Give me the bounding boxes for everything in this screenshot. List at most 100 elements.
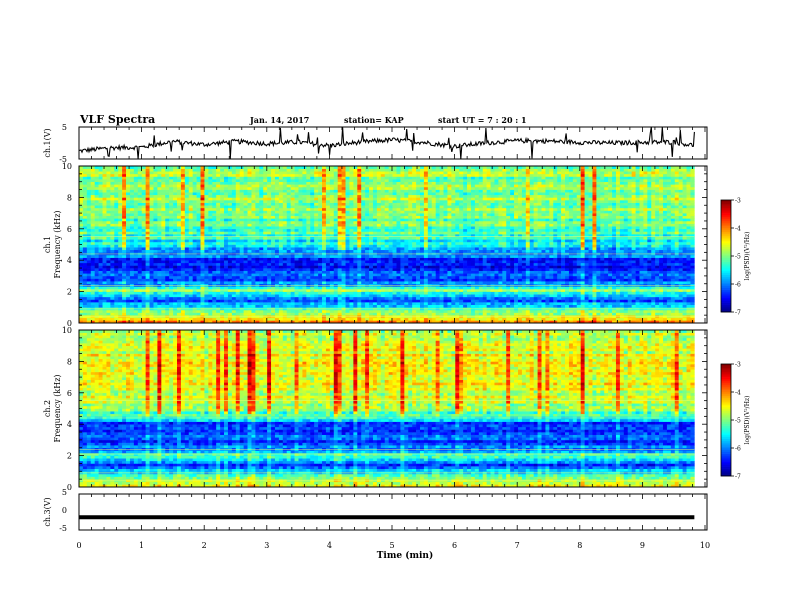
spectrogram-cell [537, 268, 542, 271]
spectrogram-cell [169, 265, 174, 269]
spectrogram-cell [533, 244, 538, 248]
spectrogram-cell [153, 299, 158, 303]
spectrogram-cell [161, 270, 166, 274]
spectrogram-cell [670, 288, 676, 292]
spectrogram-cell [376, 244, 382, 248]
spectrogram-cell [118, 239, 123, 243]
spectrogram-cell [561, 312, 566, 316]
spectrogram-cell [82, 312, 88, 316]
spectrogram-cell [110, 296, 115, 300]
spectrogram-cell [490, 312, 495, 316]
spectrogram-cell [517, 260, 523, 264]
spectrogram-cell [196, 302, 201, 305]
spectrogram-cell [349, 244, 354, 248]
spectrogram-cell [82, 257, 88, 261]
spectrogram-cell [333, 294, 338, 298]
spectrogram-cell [670, 273, 676, 277]
spectrogram-cell [623, 268, 629, 271]
spectrogram-cell [224, 304, 229, 308]
spectrogram-cell [353, 247, 358, 251]
spectrogram-cell [274, 257, 280, 261]
spectrogram-cell [192, 262, 197, 266]
spectrogram-cell [133, 291, 139, 295]
spectrogram-cell [102, 273, 107, 277]
spectrogram-cell [529, 299, 534, 303]
spectrogram-cell [149, 257, 154, 261]
spectrogram-cell [384, 302, 389, 305]
spectrogram-cell [619, 268, 625, 271]
spectrogram-cell [467, 304, 472, 308]
spectrogram-cell [274, 275, 280, 279]
spectrogram-cell [568, 299, 574, 303]
spectrogram-cell [133, 302, 139, 305]
spectrogram-cell [533, 312, 538, 316]
spectrogram-cell [623, 312, 629, 316]
spectrogram-cell [678, 241, 683, 245]
spectrogram-cell [259, 275, 264, 279]
spectrogram-cell [404, 281, 409, 285]
spectrogram-cell [349, 299, 354, 303]
spectrogram-cell [337, 299, 342, 303]
spectrogram-cell [165, 278, 170, 282]
spectrogram-cell [200, 254, 205, 258]
spectrogram-cell [349, 268, 354, 271]
spectrogram-cell [310, 312, 315, 316]
spectrogram-cell [463, 302, 468, 305]
spectrogram-cell [341, 317, 346, 321]
spectrogram-cell [423, 281, 429, 285]
spectrogram-cell [286, 317, 291, 321]
spectrogram-cell [86, 288, 92, 292]
spectrogram-cell [165, 288, 170, 292]
spectrogram-cell [557, 288, 562, 292]
spectrogram-cell [224, 288, 229, 292]
spectrogram-cell [224, 294, 229, 298]
spectrogram-cell [110, 270, 115, 274]
spectrogram-cell [443, 309, 448, 313]
spectrogram-cell [467, 296, 472, 300]
spectrogram-cell [122, 265, 127, 269]
spectrogram-cell [596, 273, 601, 277]
spectrogram-cell [568, 312, 574, 316]
spectrogram-cell [427, 270, 433, 274]
spectrogram-cell [298, 302, 303, 305]
spectrogram-cell [615, 320, 621, 324]
spectrogram-cell [600, 254, 605, 258]
spectrogram-cell [408, 296, 413, 300]
spectrogram-cell [322, 317, 327, 321]
spectrogram-cell [376, 296, 382, 300]
spectrogram-cell [482, 268, 487, 271]
spectrogram-cell [588, 302, 593, 305]
spectrogram-cell [216, 257, 221, 261]
spectrogram-cell [372, 317, 378, 321]
spectrogram-cell [553, 270, 558, 274]
spectrogram-cell [145, 244, 150, 248]
spectrogram-cell [396, 302, 401, 305]
spectrogram-cell [137, 278, 143, 282]
spectrogram-cell [263, 304, 268, 308]
spectrogram-cell [494, 260, 499, 264]
spectrogram-cell [686, 270, 691, 274]
spectrogram-cell [129, 249, 135, 253]
spectrogram-cell [267, 304, 272, 308]
spectrogram-cell [114, 296, 119, 300]
spectrogram-cell [161, 302, 166, 305]
spectrogram-cell [141, 260, 146, 264]
spectrogram-cell [392, 288, 397, 292]
spectrogram-cell [126, 317, 131, 321]
spectrogram-cell [392, 312, 397, 316]
spectrogram-cell [110, 239, 115, 243]
spectrogram-cell [521, 281, 527, 285]
spectrogram-cell [263, 317, 268, 321]
spectrogram-cell [431, 288, 436, 292]
spectrogram-cell [604, 288, 609, 292]
spectrogram-cell [290, 288, 295, 292]
spectrogram-cell [580, 288, 585, 292]
spectrogram-cell [467, 257, 472, 261]
spectrogram-cell [498, 309, 503, 313]
spectrogram-cell [133, 249, 139, 253]
spectrogram-cell [525, 254, 531, 258]
spectrogram-cell [431, 257, 436, 261]
spectrogram-cell [666, 262, 672, 266]
spectrogram-cell [141, 304, 146, 308]
spectrogram-cell [545, 281, 550, 285]
